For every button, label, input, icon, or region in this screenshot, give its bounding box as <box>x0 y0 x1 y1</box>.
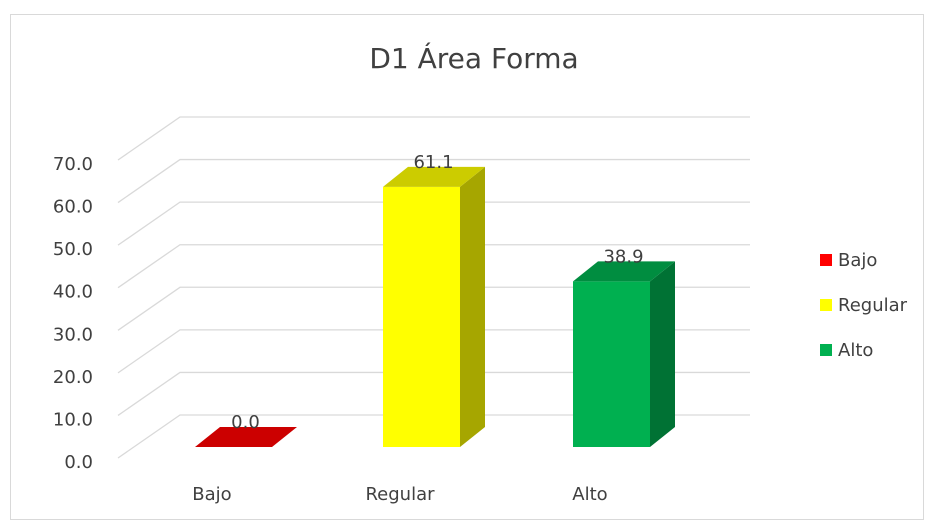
bar-top <box>573 261 675 282</box>
y-tick-label: 20.0 <box>53 367 93 388</box>
grid-line <box>117 158 750 204</box>
y-tick-label: 60.0 <box>53 197 93 218</box>
legend-swatch <box>820 299 832 311</box>
y-tick-label: 40.0 <box>53 282 93 303</box>
bar-side <box>650 261 675 447</box>
y-tick-label: 30.0 <box>53 324 93 345</box>
grid-line <box>117 244 750 289</box>
bar-side <box>460 166 485 448</box>
legend-swatch <box>820 344 832 356</box>
x-tick-label: Bajo <box>192 484 231 505</box>
y-tick-label: 10.0 <box>53 409 93 430</box>
y-tick-label: 0.0 <box>64 452 93 473</box>
x-tick-label: Regular <box>365 484 435 505</box>
grid-line <box>117 371 750 416</box>
grid-line <box>117 116 750 161</box>
bar-top <box>383 166 485 187</box>
bar <box>573 281 650 447</box>
grid-line <box>117 414 750 459</box>
bar <box>383 186 460 448</box>
bar-top <box>195 427 297 447</box>
x-tick-label: Alto <box>572 484 607 505</box>
grid-line <box>117 286 750 331</box>
y-tick-label: 50.0 <box>53 239 93 260</box>
data-label: 0.0 <box>231 412 260 433</box>
legend-swatch <box>820 254 832 266</box>
data-label: 61.1 <box>413 152 453 173</box>
y-tick-label: 70.0 <box>53 154 93 175</box>
data-label: 38.9 <box>603 246 643 267</box>
legend-label: Regular <box>838 295 908 316</box>
legend-label: Bajo <box>838 250 877 271</box>
grid-line <box>117 329 750 374</box>
grid-line <box>117 201 750 246</box>
chart-title: D1 Área Forma <box>369 41 578 75</box>
legend-label: Alto <box>838 340 873 361</box>
